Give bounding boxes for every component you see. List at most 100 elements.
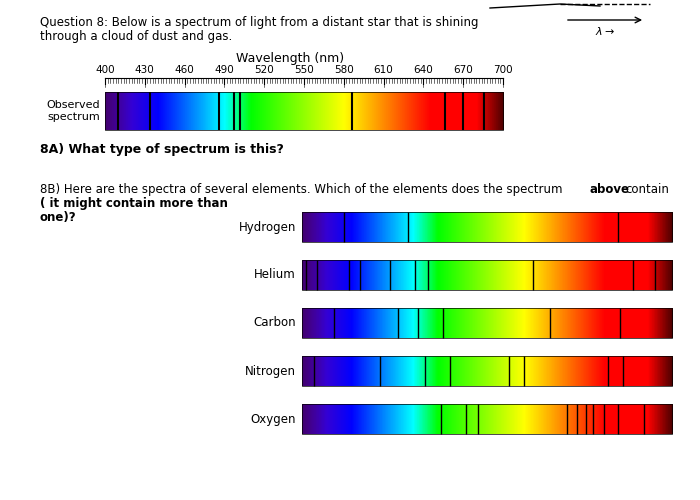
Bar — [484, 356, 485, 386]
Bar — [554, 404, 555, 434]
Bar — [367, 92, 368, 130]
Bar — [303, 356, 304, 386]
Bar — [421, 404, 423, 434]
Bar — [571, 212, 573, 242]
Bar — [321, 260, 322, 290]
Bar — [602, 308, 603, 338]
Bar — [631, 308, 632, 338]
Bar — [137, 92, 139, 130]
Bar — [456, 404, 457, 434]
Bar — [362, 92, 363, 130]
Bar — [577, 308, 578, 338]
Bar — [641, 308, 643, 338]
Bar — [401, 404, 402, 434]
Bar — [638, 308, 640, 338]
Bar — [548, 212, 550, 242]
Bar — [531, 308, 532, 338]
Bar — [430, 212, 431, 242]
Bar — [640, 404, 641, 434]
Bar — [218, 92, 220, 130]
Bar — [441, 260, 442, 290]
Bar — [232, 92, 233, 130]
Bar — [463, 308, 464, 338]
Bar — [372, 404, 373, 434]
Bar — [539, 404, 540, 434]
Bar — [387, 356, 388, 386]
Bar — [423, 92, 424, 130]
Bar — [356, 404, 358, 434]
Bar — [484, 260, 485, 290]
Bar — [595, 404, 596, 434]
Bar — [489, 404, 490, 434]
Bar — [626, 260, 627, 290]
Bar — [641, 404, 643, 434]
Bar — [532, 356, 533, 386]
Bar — [485, 260, 486, 290]
Bar — [347, 92, 349, 130]
Bar — [455, 356, 456, 386]
Bar — [427, 356, 428, 386]
Bar — [221, 92, 222, 130]
Bar — [479, 404, 480, 434]
Bar — [585, 404, 586, 434]
Bar — [426, 404, 428, 434]
Bar — [266, 92, 267, 130]
Bar — [556, 308, 557, 338]
Bar — [387, 260, 388, 290]
Bar — [304, 92, 305, 130]
Bar — [502, 260, 503, 290]
Bar — [522, 308, 523, 338]
Bar — [475, 308, 476, 338]
Bar — [410, 404, 412, 434]
Bar — [466, 212, 467, 242]
Bar — [577, 260, 578, 290]
Bar — [395, 308, 397, 338]
Bar — [454, 212, 455, 242]
Bar — [261, 92, 262, 130]
Bar — [523, 308, 524, 338]
Bar — [636, 308, 637, 338]
Bar — [368, 356, 369, 386]
Bar — [592, 356, 594, 386]
Bar — [556, 212, 557, 242]
Bar — [529, 356, 530, 386]
Bar — [593, 308, 594, 338]
Bar — [348, 260, 349, 290]
Bar — [556, 404, 558, 434]
Bar — [664, 308, 666, 338]
Bar — [561, 212, 562, 242]
Bar — [480, 356, 481, 386]
Bar — [606, 260, 607, 290]
Bar — [330, 260, 331, 290]
Bar — [606, 308, 607, 338]
Bar — [568, 308, 570, 338]
Bar — [658, 404, 659, 434]
Bar — [412, 356, 413, 386]
Bar — [418, 260, 419, 290]
Bar — [354, 356, 356, 386]
Bar — [206, 92, 208, 130]
Bar — [464, 212, 466, 242]
Bar — [551, 212, 552, 242]
Bar — [386, 212, 388, 242]
Bar — [304, 356, 305, 386]
Bar — [654, 308, 656, 338]
Bar — [610, 404, 611, 434]
Bar — [574, 308, 575, 338]
Bar — [434, 404, 435, 434]
Bar — [371, 260, 372, 290]
Bar — [624, 212, 625, 242]
Bar — [447, 356, 449, 386]
Bar — [397, 92, 398, 130]
Bar — [462, 260, 463, 290]
Bar — [371, 212, 372, 242]
Bar — [450, 92, 451, 130]
Bar — [488, 356, 489, 386]
Bar — [319, 356, 321, 386]
Bar — [486, 308, 487, 338]
Bar — [537, 308, 538, 338]
Bar — [258, 92, 259, 130]
Bar — [340, 356, 342, 386]
Bar — [607, 404, 608, 434]
Bar — [592, 212, 594, 242]
